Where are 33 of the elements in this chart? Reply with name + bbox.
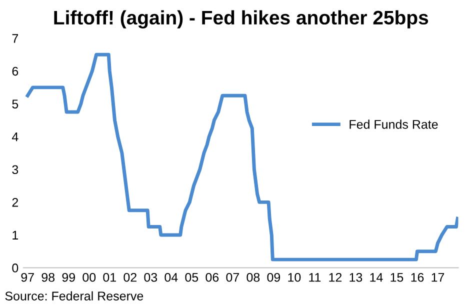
x-tick-label: 09 — [267, 272, 280, 282]
y-tick-label: 7 — [12, 34, 18, 43]
x-tick-label: 14 — [370, 273, 383, 282]
x-tick-label: 99 — [62, 272, 75, 282]
y-tick-label: 2 — [12, 198, 18, 207]
x-tick-label: 04 — [164, 272, 178, 282]
x-tick-label: 16 — [411, 272, 424, 282]
x-tick-label: 03 — [144, 272, 158, 282]
x-tick-label: 12 — [329, 272, 342, 282]
chart-title: Liftoff! (again) - Fed hikes another 25bps — [54, 10, 428, 28]
x-tick-label: 05 — [185, 272, 198, 282]
x-tick-label: 11 — [309, 273, 321, 282]
line-series — [26, 52, 458, 262]
y-tick-label: 4 — [12, 132, 18, 142]
y-tick-label: 1 — [12, 230, 18, 240]
x-tick-label: 06 — [206, 272, 219, 282]
legend-label: Fed Funds Rate — [350, 120, 438, 129]
y-tick-label: 3 — [12, 165, 18, 174]
x-tick-label: 15 — [390, 273, 404, 282]
x-tick-label: 17 — [432, 273, 444, 282]
x-tick-label: 07 — [226, 272, 239, 282]
x-tick-label: 02 — [124, 272, 136, 282]
x-tick-label: 00 — [82, 272, 96, 282]
y-tick-label: 0 — [12, 264, 18, 272]
x-tick-label: 08 — [246, 272, 260, 282]
source-note: Source: Federal Reserve — [5, 291, 144, 300]
x-tick-label: 13 — [350, 272, 362, 282]
x-tick-label: 01 — [103, 272, 116, 282]
y-tick-label: 6 — [12, 66, 18, 76]
x-tick-label: 97 — [21, 272, 34, 282]
x-tick-label: 98 — [42, 272, 55, 282]
x-tick-label: 10 — [288, 272, 301, 282]
y-tick-label: 5 — [12, 100, 18, 108]
